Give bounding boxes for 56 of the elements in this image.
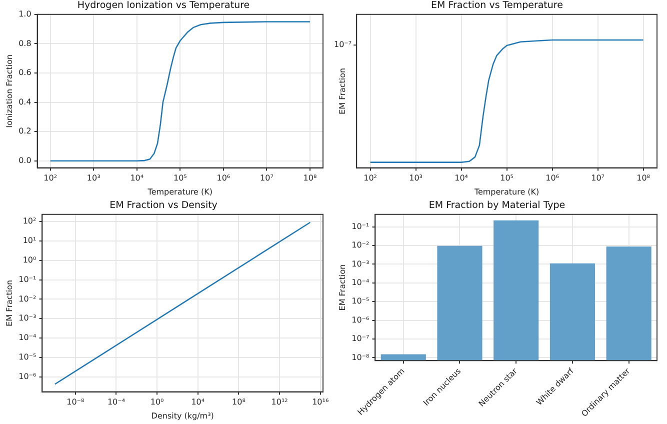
x-tick-label: 10³	[86, 174, 100, 183]
y-tick-label: 0.8	[18, 38, 32, 48]
x-tick-label: 10⁸	[636, 174, 650, 183]
y-tick-label: 10⁻⁶	[18, 372, 36, 381]
x-tick-label: 10⁻⁴	[107, 398, 126, 407]
y-tick-label: 10⁻³	[352, 259, 370, 268]
x-tick-label: 10⁸	[232, 398, 246, 407]
x-tick-label: 10⁻⁸	[66, 398, 84, 407]
chart-title: EM Fraction vs Density	[110, 200, 218, 212]
y-tick-label: 10⁻¹	[352, 222, 370, 231]
y-axis-title: EM Fraction	[4, 280, 14, 326]
x-tick-label: 10⁴	[130, 174, 144, 183]
x-tick-label: 10⁵	[173, 174, 187, 183]
x-tick-label: 10⁷	[591, 174, 604, 183]
y-tick-label: 10⁻³	[18, 314, 36, 323]
chart-title: EM Fraction vs Temperature	[431, 0, 564, 12]
y-tick-label: 10²	[22, 216, 36, 226]
x-tick-label: 10⁴	[191, 398, 205, 407]
chart-title: EM Fraction by Material Type	[428, 200, 566, 212]
x-axis-title: Density (kg/m³)	[151, 411, 214, 420]
y-tick-label: 0.2	[18, 126, 32, 136]
x-tick-label: 10⁶	[546, 174, 559, 183]
x-tick-label: 10⁰	[150, 398, 164, 407]
y-tick-label: 0.6	[18, 68, 32, 78]
x-tick-label: 10¹⁶	[312, 398, 329, 407]
y-tick-label: 10⁻²	[352, 240, 370, 250]
y-tick-label: 10⁻⁷	[352, 334, 370, 344]
y-tick-label: 0.4	[18, 97, 32, 106]
y-tick-label: 10⁰	[22, 255, 36, 264]
x-axis-title: Temperature (K)	[146, 187, 213, 196]
y-tick-label: 10⁻⁴	[352, 278, 370, 287]
y-axis-title: EM Fraction	[338, 264, 347, 311]
x-tick-label: 10⁷	[260, 174, 274, 183]
y-tick-label: 10⁻⁵	[18, 352, 36, 362]
y-tick-label: 10⁻⁶	[352, 315, 370, 324]
y-tick-label: 10⁻⁸	[352, 352, 370, 362]
y-tick-label: 0.0	[18, 156, 32, 165]
text: 10⁻⁷	[334, 40, 352, 50]
x-tick-label: 10¹²	[271, 398, 288, 407]
y-tick-label: 10⁻⁵	[352, 296, 370, 306]
y-tick-label: 10⁻¹	[18, 274, 36, 284]
x-tick-label: 10³	[409, 174, 422, 183]
x-tick-label: 10⁸	[303, 174, 317, 183]
x-tick-label: 10²	[364, 174, 377, 183]
y-tick-label: 1.0	[18, 9, 32, 18]
chart-title: Hydrogen Ionization vs Temperature	[77, 0, 250, 12]
y-tick-label: 10⁻²	[18, 294, 36, 304]
x-tick-label: 10⁶	[216, 174, 230, 183]
x-tick-label: 10⁴	[454, 174, 468, 183]
y-tick-label: 10¹	[22, 236, 36, 246]
y-axis-title: Ionization Fraction	[4, 54, 14, 128]
y-tick-label: 10⁻⁴	[18, 333, 36, 342]
x-tick-label: 10²	[44, 174, 58, 183]
x-axis-title: Temperature (K)	[473, 187, 540, 196]
y-axis-title: EM Fraction	[338, 68, 347, 114]
x-tick-label: 10⁵	[500, 174, 514, 183]
